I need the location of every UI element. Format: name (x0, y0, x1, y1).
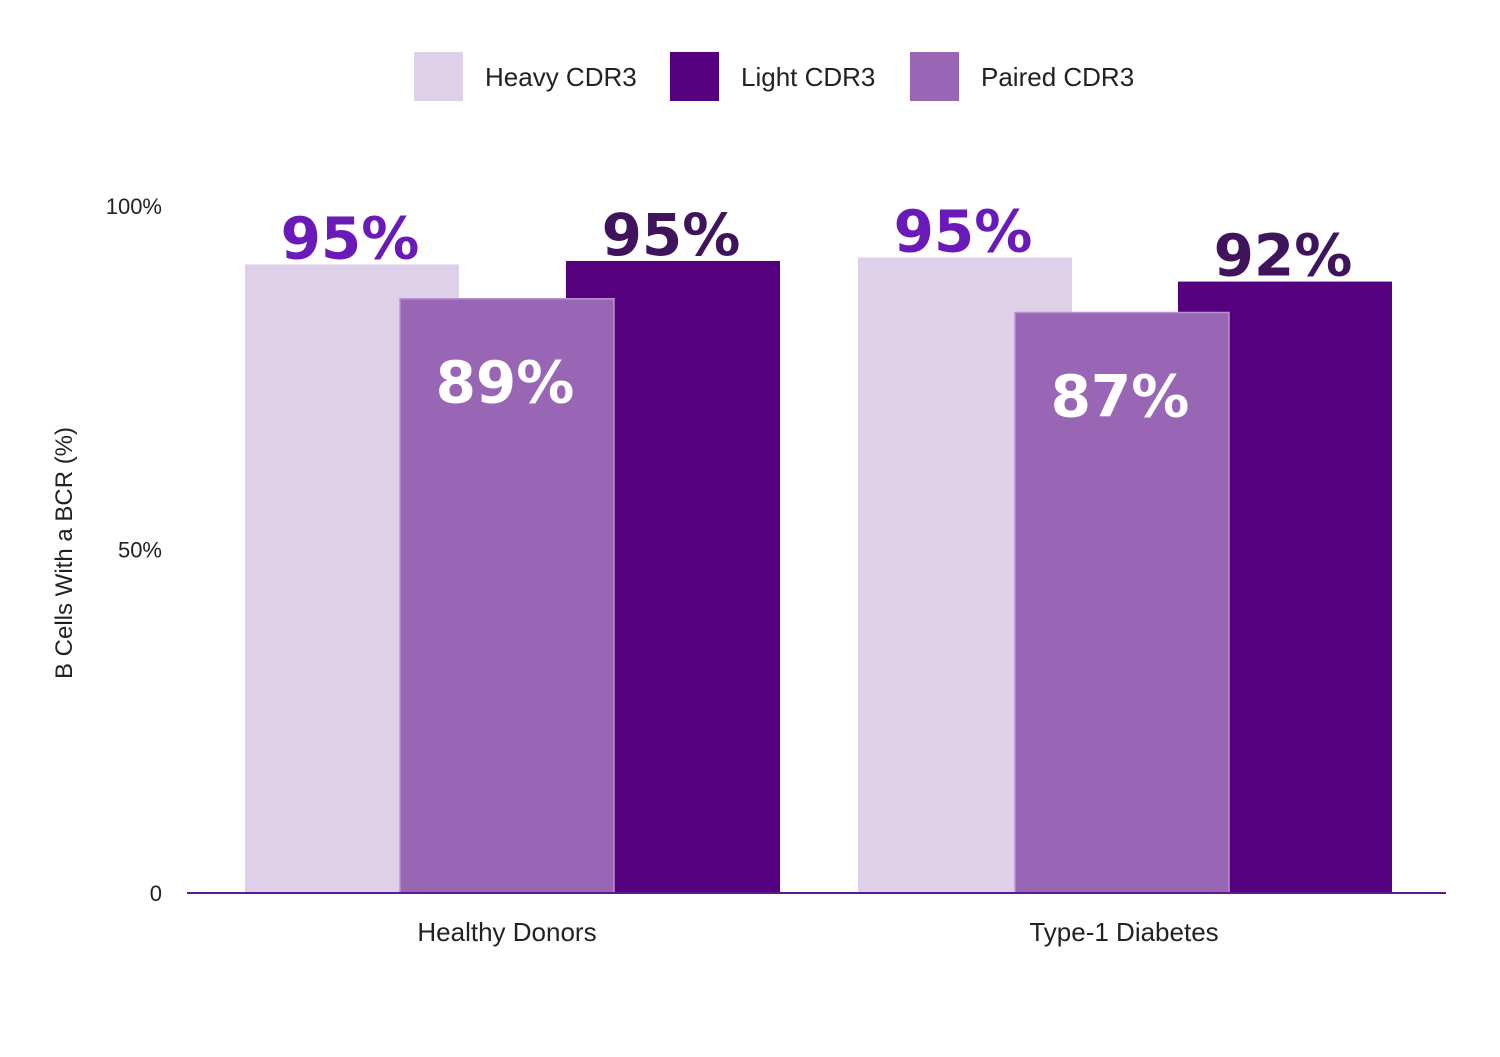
y-axis-title: B Cells With a BCR (%) (51, 427, 78, 679)
y-axis-ticks: 0 50% 100% (106, 194, 162, 906)
bar-paired-cdr3-healthy-donors (399, 297, 615, 894)
data-label-light-cdr3-healthy-donors: 95% (602, 201, 741, 269)
bar-paired-cdr3-type-1-diabetes (1014, 311, 1230, 894)
category-label-type-1-diabetes: Type-1 Diabetes (1029, 917, 1218, 947)
data-label-paired-cdr3-type-1-diabetes: 87% (1051, 362, 1190, 430)
category-label-healthy-donors: Healthy Donors (417, 917, 596, 947)
category-labels: Healthy Donors Type-1 Diabetes (417, 917, 1218, 947)
data-label-paired-cdr3-healthy-donors: 89% (436, 349, 575, 417)
data-label-heavy-cdr3-type-1-diabetes: 95% (894, 198, 1033, 266)
legend-label-paired-cdr3: Paired CDR3 (981, 62, 1134, 92)
y-tick-label: 0 (150, 881, 162, 906)
data-labels: 95% 95% 89% 95% 92% 87% (281, 198, 1353, 431)
bars (245, 257, 1392, 894)
data-label-heavy-cdr3-healthy-donors: 95% (281, 204, 420, 272)
y-tick-label: 50% (118, 538, 162, 563)
y-tick-label: 100% (106, 194, 162, 219)
legend-label-light-cdr3: Light CDR3 (741, 62, 875, 92)
data-label-light-cdr3-type-1-diabetes: 92% (1214, 222, 1353, 290)
legend-swatch-heavy-cdr3 (414, 52, 463, 101)
legend: Heavy CDR3 Light CDR3 Paired CDR3 (414, 52, 1134, 101)
legend-swatch-light-cdr3 (670, 52, 719, 101)
legend-swatch-paired-cdr3 (910, 52, 959, 101)
legend-label-heavy-cdr3: Heavy CDR3 (485, 62, 637, 92)
